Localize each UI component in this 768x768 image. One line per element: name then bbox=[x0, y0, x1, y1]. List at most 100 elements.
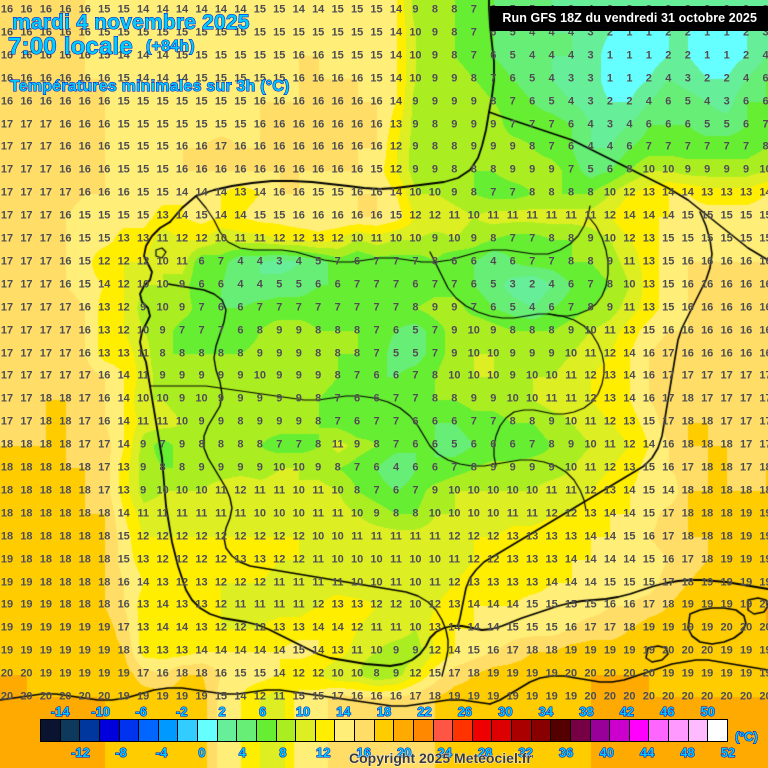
grid-temperature-value: 11 bbox=[370, 530, 383, 543]
grid-temperature-value: 7 bbox=[256, 301, 263, 314]
grid-temperature-value: 14 bbox=[137, 3, 150, 16]
grid-temperature-value: 8 bbox=[451, 163, 458, 176]
grid-temperature-value: 10 bbox=[409, 621, 422, 634]
grid-temperature-value: 11 bbox=[545, 392, 558, 405]
grid-temperature-value: 19 bbox=[623, 644, 636, 657]
scale-tick-label: 6 bbox=[258, 704, 267, 720]
scale-swatch[interactable] bbox=[472, 720, 493, 741]
grid-temperature-value: 7 bbox=[373, 484, 380, 497]
grid-temperature-value: 6 bbox=[762, 72, 768, 85]
color-scale-bar[interactable] bbox=[40, 719, 728, 742]
grid-temperature-value: 8 bbox=[412, 507, 419, 520]
scale-swatch[interactable] bbox=[649, 720, 669, 741]
scale-swatch[interactable] bbox=[570, 720, 591, 741]
scale-swatch[interactable] bbox=[394, 720, 414, 741]
scale-swatch[interactable] bbox=[315, 720, 336, 741]
scale-swatch[interactable] bbox=[158, 720, 179, 741]
grid-temperature-value: 18 bbox=[39, 392, 53, 405]
grid-temperature-value: 19 bbox=[117, 690, 130, 703]
grid-temperature-value: 17 bbox=[39, 209, 53, 222]
grid-temperature-value: 18 bbox=[78, 553, 91, 566]
scale-swatch[interactable] bbox=[237, 720, 257, 741]
grid-temperature-value: 8 bbox=[198, 347, 205, 359]
scale-swatch[interactable] bbox=[531, 720, 552, 741]
grid-temperature-value: 18 bbox=[98, 576, 111, 588]
scale-swatch[interactable] bbox=[512, 720, 532, 741]
scale-swatch[interactable] bbox=[139, 720, 159, 741]
grid-temperature-value: 4 bbox=[626, 118, 633, 130]
grid-temperature-value: 12 bbox=[331, 232, 344, 245]
grid-temperature-value: 18 bbox=[720, 484, 733, 497]
scale-swatch[interactable] bbox=[453, 720, 473, 741]
grid-temperature-value: 16 bbox=[681, 324, 694, 337]
scale-swatch[interactable] bbox=[217, 720, 238, 741]
scale-swatch[interactable] bbox=[413, 720, 434, 741]
grid-temperature-value: 7 bbox=[373, 324, 380, 337]
scale-swatch[interactable] bbox=[374, 720, 395, 741]
grid-temperature-value: 16 bbox=[370, 209, 383, 222]
scale-swatch[interactable] bbox=[80, 720, 100, 741]
grid-temperature-value: 8 bbox=[529, 140, 536, 153]
grid-temperature-value: 10 bbox=[350, 553, 364, 566]
grid-temperature-value: 1 bbox=[704, 26, 711, 39]
grid-temperature-value: 2 bbox=[723, 72, 730, 85]
grid-temperature-value: 11 bbox=[565, 484, 577, 497]
scale-swatch[interactable] bbox=[590, 720, 611, 741]
scale-swatch[interactable] bbox=[688, 720, 709, 741]
scale-swatch[interactable] bbox=[198, 720, 218, 741]
scale-swatch[interactable] bbox=[60, 720, 81, 741]
grid-temperature-value: 15 bbox=[564, 598, 578, 611]
scale-swatch[interactable] bbox=[99, 720, 120, 741]
scale-swatch[interactable] bbox=[492, 720, 512, 741]
grid-temperature-value: 14 bbox=[623, 347, 636, 359]
grid-temperature-value: 14 bbox=[156, 72, 169, 85]
grid-temperature-value: 15 bbox=[526, 598, 539, 611]
grid-temperature-value: 4 bbox=[237, 255, 244, 268]
grid-temperature-value: 9 bbox=[412, 95, 419, 108]
scale-swatch[interactable] bbox=[629, 720, 650, 741]
grid-temperature-value: 7 bbox=[412, 369, 419, 382]
grid-temperature-value: 18 bbox=[662, 598, 675, 611]
scale-swatch[interactable] bbox=[433, 720, 454, 741]
grid-temperature-value: 19 bbox=[739, 576, 753, 588]
scale-swatch[interactable] bbox=[551, 720, 571, 741]
scale-swatch[interactable] bbox=[355, 720, 375, 741]
scale-swatch[interactable] bbox=[256, 720, 277, 741]
scale-swatch[interactable] bbox=[276, 720, 297, 741]
grid-temperature-value: 12 bbox=[584, 392, 597, 405]
scale-swatch[interactable] bbox=[610, 720, 630, 741]
scale-swatch[interactable] bbox=[41, 720, 61, 741]
grid-temperature-value: 13 bbox=[137, 621, 150, 634]
scale-swatch[interactable] bbox=[119, 720, 140, 741]
grid-temperature-value: 16 bbox=[681, 255, 694, 268]
grid-temperature-value: 15 bbox=[98, 209, 111, 222]
grid-temperature-value: 9 bbox=[451, 118, 458, 130]
grid-temperature-value: 13 bbox=[623, 461, 636, 474]
grid-temperature-value: 15 bbox=[350, 3, 364, 16]
scale-swatch[interactable] bbox=[708, 720, 727, 741]
grid-temperature-value: 12 bbox=[195, 530, 208, 543]
grid-temperature-value: 17 bbox=[0, 186, 14, 199]
grid-temperature-value: 8 bbox=[431, 369, 438, 382]
scale-swatch[interactable] bbox=[296, 720, 316, 741]
grid-temperature-value: 4 bbox=[256, 278, 263, 291]
grid-temperature-value: 2 bbox=[684, 26, 691, 39]
grid-temperature-value: 14 bbox=[214, 186, 228, 199]
scale-swatch[interactable] bbox=[335, 720, 355, 741]
scale-swatch[interactable] bbox=[178, 720, 198, 741]
grid-temperature-value: 10 bbox=[195, 392, 208, 405]
grid-temperature-value: 6 bbox=[431, 461, 438, 474]
grid-temperature-value: 20 bbox=[720, 621, 733, 634]
grid-temperature-value: 18 bbox=[20, 530, 33, 543]
grid-temperature-value: 19 bbox=[526, 667, 539, 680]
grid-temperature-value: 12 bbox=[117, 301, 130, 314]
grid-temperature-value: 18 bbox=[39, 438, 53, 451]
grid-temperature-value: 6 bbox=[412, 278, 419, 291]
grid-temperature-value: 14 bbox=[603, 553, 617, 566]
grid-temperature-value: 14 bbox=[117, 392, 130, 405]
scale-swatch[interactable] bbox=[669, 720, 689, 741]
grid-temperature-value: 15 bbox=[253, 209, 266, 222]
grid-temperature-value: 14 bbox=[584, 530, 597, 543]
forecast-date-label: mardi 4 novembre 2025 bbox=[12, 11, 250, 35]
